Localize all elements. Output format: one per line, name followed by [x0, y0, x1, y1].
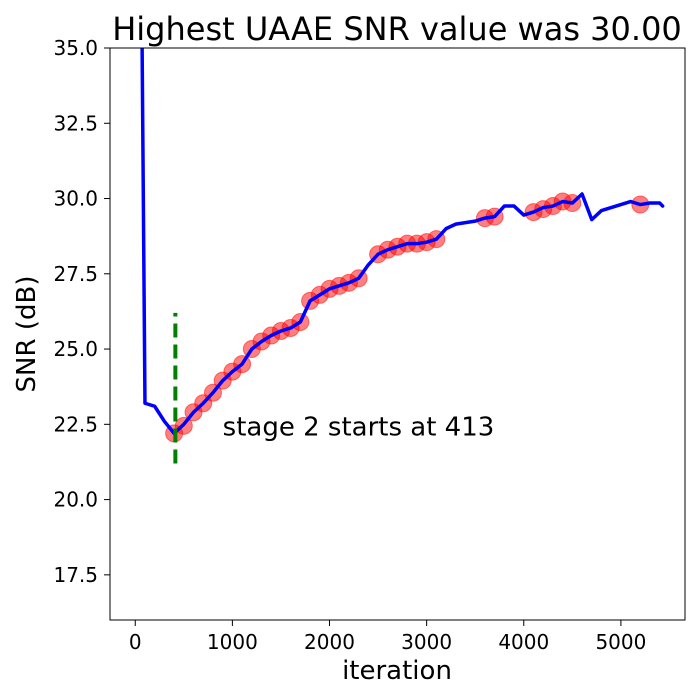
highlight-markers [165, 192, 650, 443]
y-axis-label: SNR (dB) [12, 276, 42, 393]
x-tick-label-2000: 2000 [304, 630, 355, 654]
y-tick-label-17.5: 17.5 [53, 563, 98, 587]
x-axis-label: iteration [342, 656, 452, 686]
y-tick-label-25: 25.0 [53, 337, 98, 361]
plot-frame [109, 47, 686, 621]
x-tick-label-3000: 3000 [401, 630, 452, 654]
y-tick-label-32.5: 32.5 [53, 111, 98, 135]
series-lines [140, 48, 665, 436]
x-tick-label-4000: 4000 [498, 630, 549, 654]
y-tick-label-22.5: 22.5 [53, 412, 98, 436]
y-tick-label-30: 30.0 [53, 187, 98, 211]
chart-title: Highest UAAE SNR value was 30.00 [112, 10, 682, 48]
stage-annotation: stage 2 starts at 413 [223, 412, 495, 442]
y-axis-ticks: 17.5 20.0 22.5 25.0 27.5 30.0 32.5 35.0 [53, 36, 110, 587]
x-axis-ticks: 0 1000 2000 3000 4000 5000 [129, 620, 646, 654]
y-tick-label-27.5: 27.5 [53, 262, 98, 286]
y-tick-label-20: 20.0 [53, 488, 98, 512]
x-tick-label-5000: 5000 [595, 630, 646, 654]
series-line-0 [140, 48, 665, 436]
x-tick-label-1000: 1000 [207, 630, 258, 654]
x-tick-label-0: 0 [129, 630, 142, 654]
y-tick-label-35: 35.0 [53, 36, 98, 60]
